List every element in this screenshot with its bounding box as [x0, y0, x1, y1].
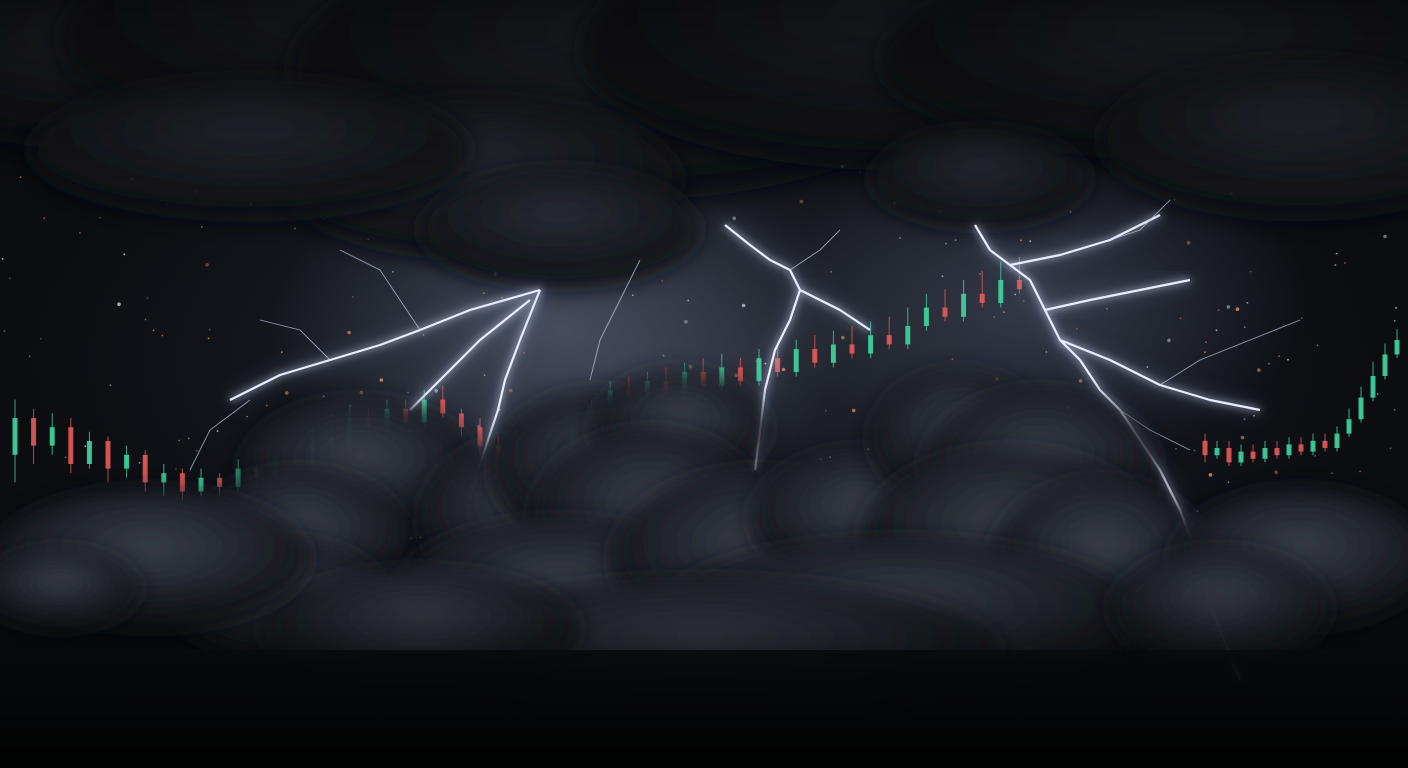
storm-scene — [0, 0, 1408, 768]
storm-illustration — [0, 0, 1408, 768]
vignette-overlay — [0, 0, 1408, 768]
